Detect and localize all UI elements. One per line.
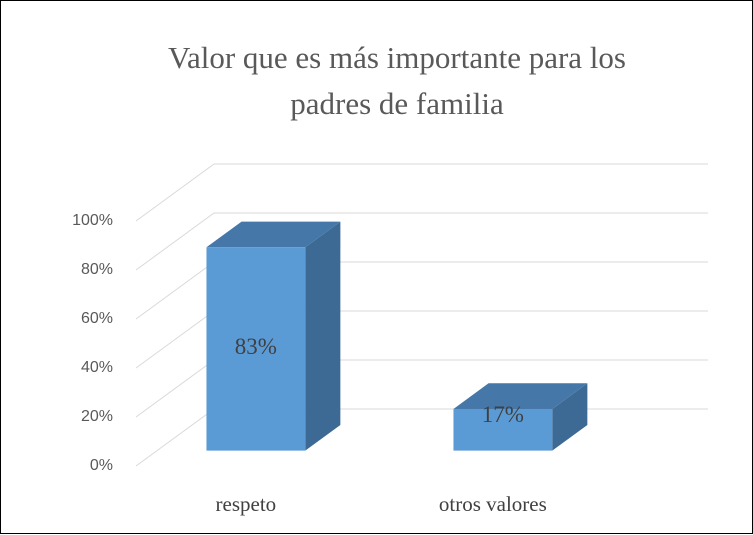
y-tick-label: 0% <box>90 457 113 474</box>
y-tick-label: 40% <box>81 359 113 376</box>
data-label: 17% <box>482 402 524 427</box>
grid-line <box>135 163 708 222</box>
bar-side <box>305 221 341 451</box>
bar <box>453 408 553 451</box>
bar-side <box>552 383 588 451</box>
x-tick-label: otros valores <box>439 492 547 516</box>
y-tick-label: 20% <box>81 408 113 425</box>
chart-title: Valor que es más importante para los pad… <box>168 40 626 121</box>
x-tick-label: respeto <box>216 492 277 516</box>
y-tick-label: 80% <box>81 261 113 278</box>
bar-top <box>206 221 341 248</box>
y-tick-label: 60% <box>81 310 113 327</box>
grid-line <box>135 212 708 271</box>
bar <box>206 247 306 451</box>
bar-top <box>453 383 588 409</box>
data-label: 83% <box>235 334 277 359</box>
y-tick-label: 100% <box>72 212 113 229</box>
